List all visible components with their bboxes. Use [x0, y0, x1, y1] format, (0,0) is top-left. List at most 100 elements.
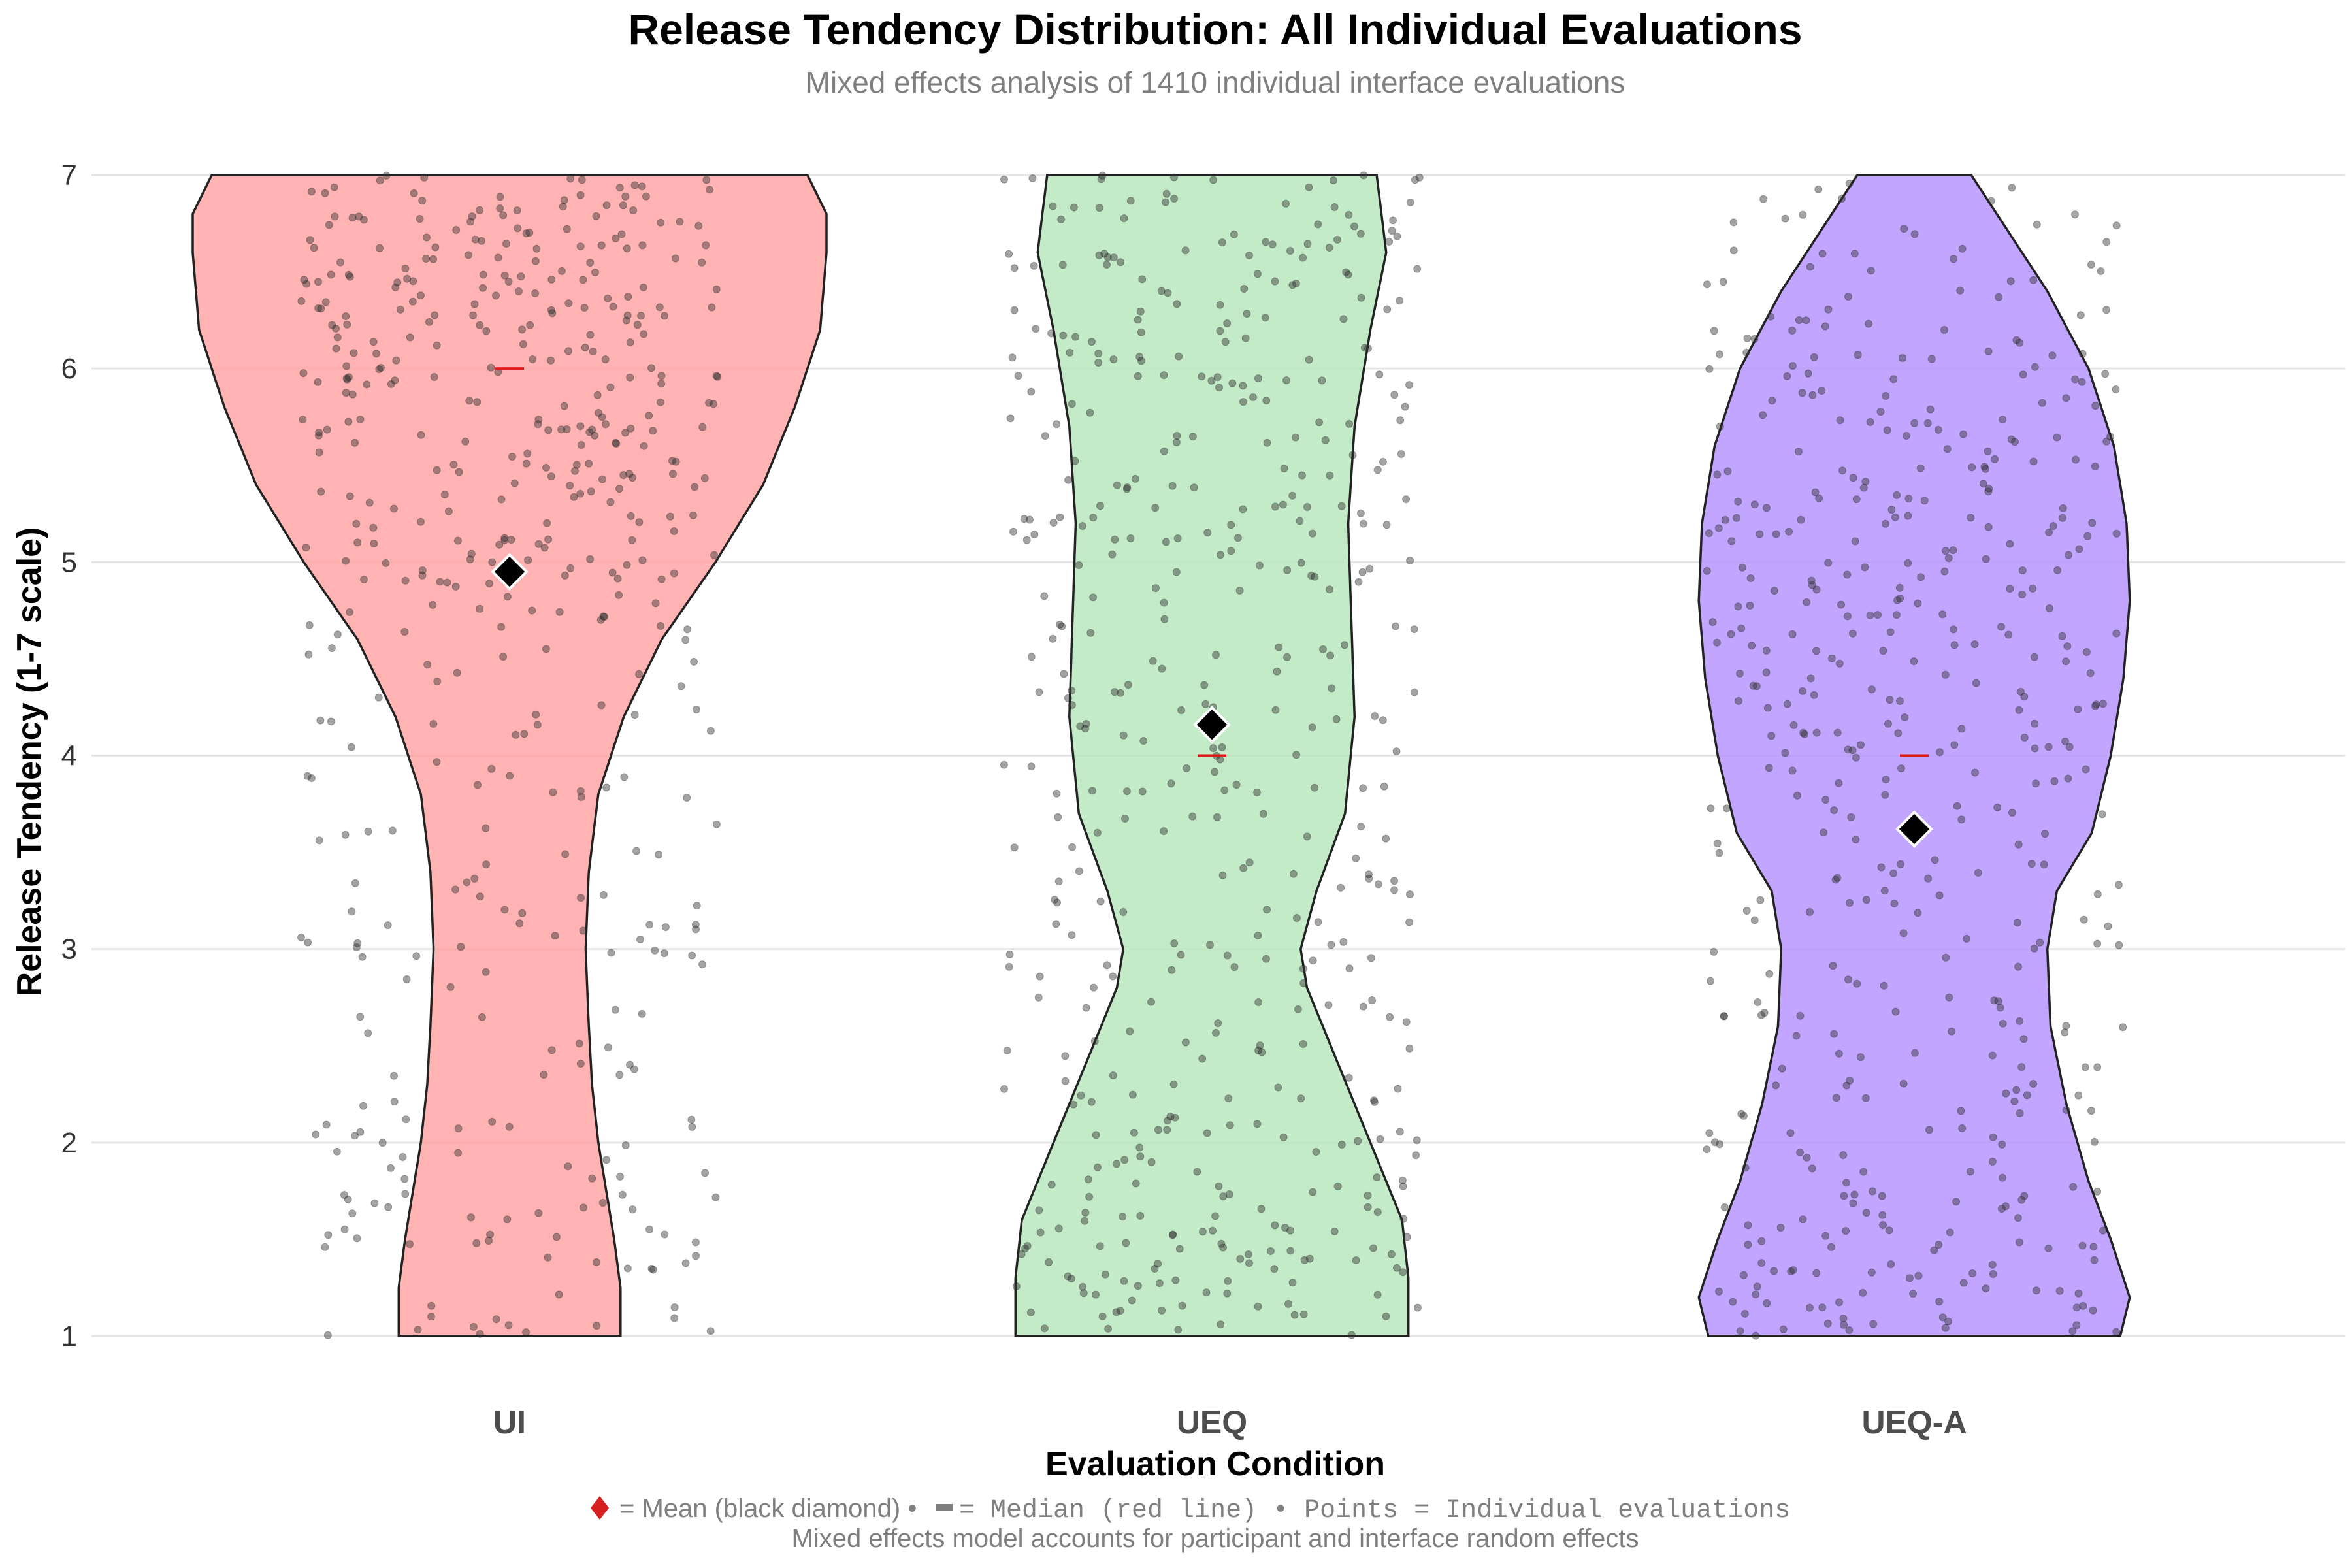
data-point [348, 390, 357, 399]
data-point [1891, 513, 1899, 521]
caption-line2: Mixed effects model accounts for partici… [792, 1524, 1639, 1553]
data-point [1283, 653, 1291, 661]
data-point [1070, 1100, 1078, 1109]
data-point [1030, 531, 1039, 539]
data-point [1245, 858, 1254, 867]
data-point [1886, 628, 1895, 636]
data-point [1750, 500, 1759, 509]
data-point [2065, 551, 2072, 559]
data-point [1345, 1073, 1353, 1082]
data-point [328, 644, 336, 653]
data-point [1393, 232, 1401, 240]
data-point [1910, 657, 1918, 666]
data-point [1803, 1153, 1811, 1162]
data-point [1040, 592, 1049, 600]
data-point [638, 241, 647, 250]
data-point [307, 774, 316, 782]
data-point [661, 923, 670, 932]
data-point [1405, 381, 1413, 389]
data-point [1984, 447, 1992, 455]
data-point [1271, 502, 1279, 511]
data-point [1788, 630, 1797, 638]
data-point [1177, 706, 1186, 714]
data-point [1116, 1307, 1124, 1315]
data-point [1844, 745, 1852, 754]
data-point [1892, 611, 1901, 619]
data-point [427, 1301, 436, 1310]
data-point [1268, 240, 1277, 249]
data-point [297, 297, 306, 305]
data-point [1216, 327, 1224, 335]
data-point [1090, 1037, 1099, 1045]
data-point [474, 781, 482, 789]
data-point [1061, 1052, 1070, 1060]
data-point [2072, 455, 2080, 464]
data-point [351, 1132, 359, 1140]
data-point [1022, 536, 1031, 544]
data-point [314, 378, 322, 386]
data-point [1296, 517, 1304, 525]
data-point [348, 907, 356, 916]
data-point [651, 946, 659, 955]
data-point [500, 906, 509, 914]
data-point [1067, 1275, 1075, 1283]
data-point [2081, 1063, 2089, 1071]
data-point [417, 431, 425, 439]
data-point [1086, 408, 1094, 417]
data-point [1119, 1213, 1127, 1221]
data-point [1172, 438, 1181, 446]
data-point [2008, 184, 2016, 192]
data-point [1132, 1179, 1140, 1188]
data-point [1713, 840, 1722, 847]
data-point [1833, 728, 1842, 737]
data-point [496, 193, 504, 201]
data-point [1354, 578, 1363, 586]
data-point [401, 1190, 410, 1198]
data-point [2091, 702, 2099, 710]
data-point [1160, 598, 1168, 607]
y-tick-label: 2 [61, 1127, 77, 1159]
data-point [1216, 551, 1224, 559]
data-point [1271, 706, 1280, 714]
data-point [453, 536, 462, 545]
data-point [1190, 483, 1198, 492]
data-point [1713, 470, 1722, 479]
data-point [1095, 251, 1103, 259]
data-point [1078, 522, 1086, 530]
data-point [1934, 425, 1942, 434]
data-point [615, 485, 623, 493]
data-point [1891, 1007, 1900, 1016]
data-point [1233, 534, 1242, 542]
data-point [451, 885, 460, 894]
data-point [1838, 466, 1846, 475]
data-point [433, 466, 441, 474]
data-point [2102, 238, 2111, 246]
data-point [2018, 566, 2027, 575]
data-point [1028, 174, 1037, 182]
data-point [564, 1162, 572, 1171]
data-point [1157, 287, 1166, 295]
data-point [649, 427, 657, 435]
data-point [1315, 418, 1324, 427]
data-point [592, 212, 600, 220]
data-point [494, 253, 502, 262]
data-point [1215, 1182, 1223, 1190]
data-point [2046, 604, 2053, 612]
x-tick-labels: UI UEQ UEQ-A [493, 1404, 1967, 1441]
data-point [576, 191, 585, 199]
data-point [1169, 1080, 1178, 1088]
data-point [1117, 258, 1124, 267]
data-point [1006, 414, 1015, 423]
data-point [1300, 1256, 1309, 1264]
median-legend-icon [936, 1504, 953, 1511]
data-point [1844, 293, 1852, 301]
data-point [1282, 199, 1290, 208]
data-point [1326, 585, 1333, 594]
data-point [657, 622, 665, 630]
data-point [635, 518, 644, 527]
data-point [1175, 1245, 1184, 1253]
data-point [2078, 1241, 2087, 1250]
data-point [323, 1331, 332, 1339]
data-point [1944, 1317, 1953, 1326]
data-point [689, 511, 697, 519]
